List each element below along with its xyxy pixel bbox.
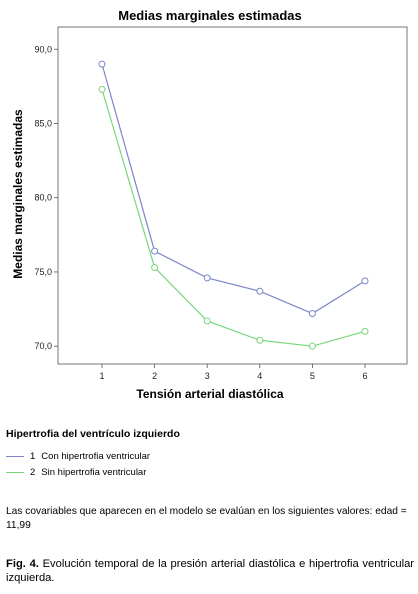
legend-title: Hipertrofia del ventrículo izquierdo	[6, 428, 180, 440]
legend-item-con-hipertrofia: 1 Con hipertrofia ventricular	[6, 448, 412, 464]
data-point-sin-hipertrofia	[203, 317, 211, 325]
x-tick-label: 6	[362, 371, 367, 381]
x-tick-label: 1	[99, 371, 104, 381]
legend-swatch-con-hipertrofia	[6, 455, 24, 457]
data-point-sin-hipertrofia	[308, 342, 316, 350]
data-point-con-hipertrofia	[203, 274, 211, 282]
x-tick-label: 3	[205, 371, 210, 381]
legend-item-label: Sin hipertrofia ventricular	[41, 466, 147, 478]
chart-title: Medias marginales estimadas	[118, 8, 302, 23]
data-point-con-hipertrofia	[98, 60, 106, 68]
data-point-con-hipertrofia	[308, 310, 316, 318]
x-tick-label: 2	[152, 371, 157, 381]
series-line-sin-hipertrofia	[101, 89, 366, 347]
plot-area	[57, 26, 408, 365]
legend-item-sin-hipertrofia: 2 Sin hipertrofia ventricular	[6, 464, 412, 480]
covariates-note: Las covariables que aparecen en el model…	[6, 506, 407, 531]
series-layer	[98, 60, 369, 350]
ticks-layer: 70,0 75,0 80,0 85,0 90,0 1 2 3 4 5 6	[34, 44, 367, 381]
legend-item-number: 2	[30, 466, 36, 478]
legend-item-number: 1	[30, 450, 36, 462]
figure-caption-text: Evolución temporal de la presión arteria…	[6, 558, 415, 584]
y-tick-label: 75,0	[34, 267, 52, 277]
figure-caption-label: Fig. 4.	[6, 558, 39, 570]
figure-caption: Fig. 4. Evolución temporal de la presión…	[6, 557, 414, 585]
y-tick-label: 85,0	[34, 118, 52, 128]
y-axis-label: Medias marginales estimadas	[11, 109, 25, 279]
legend: Hipertrofia del ventrículo izquierdo 1 C…	[6, 428, 412, 480]
series-line-con-hipertrofia	[101, 63, 366, 315]
y-tick-label: 80,0	[34, 193, 52, 203]
data-point-con-hipertrofia	[151, 247, 159, 255]
data-point-sin-hipertrofia	[151, 264, 159, 272]
data-point-sin-hipertrofia	[361, 327, 369, 335]
x-tick-label: 4	[257, 371, 262, 381]
data-point-sin-hipertrofia	[256, 336, 264, 344]
legend-swatch-sin-hipertrofia	[6, 471, 24, 473]
data-point-con-hipertrofia	[361, 277, 369, 285]
legend-item-label: Con hipertrofia ventricular	[41, 450, 151, 462]
data-point-con-hipertrofia	[256, 287, 264, 295]
y-tick-label: 90,0	[34, 44, 52, 54]
y-tick-label: 70,0	[34, 341, 52, 351]
data-point-sin-hipertrofia	[98, 85, 106, 93]
x-tick-label: 5	[310, 371, 315, 381]
x-axis-label: Tensión arterial diastólica	[136, 387, 283, 401]
chart: Medias marginales estimadas Medias margi…	[11, 8, 408, 401]
